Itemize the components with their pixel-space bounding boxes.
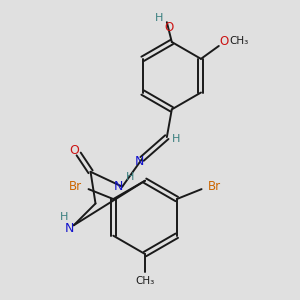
Text: O: O: [164, 21, 173, 34]
Text: Br: Br: [69, 180, 82, 193]
Text: CH₃: CH₃: [230, 36, 249, 46]
Text: O: O: [220, 34, 229, 47]
Text: O: O: [69, 143, 79, 157]
Text: H: H: [172, 134, 180, 144]
Text: N: N: [114, 180, 123, 193]
Text: CH₃: CH₃: [135, 276, 155, 286]
Text: Br: Br: [208, 180, 221, 193]
Text: N: N: [134, 155, 144, 168]
Text: H: H: [155, 13, 163, 23]
Text: H: H: [60, 212, 68, 222]
Text: N: N: [65, 222, 74, 235]
Text: H: H: [126, 172, 134, 182]
